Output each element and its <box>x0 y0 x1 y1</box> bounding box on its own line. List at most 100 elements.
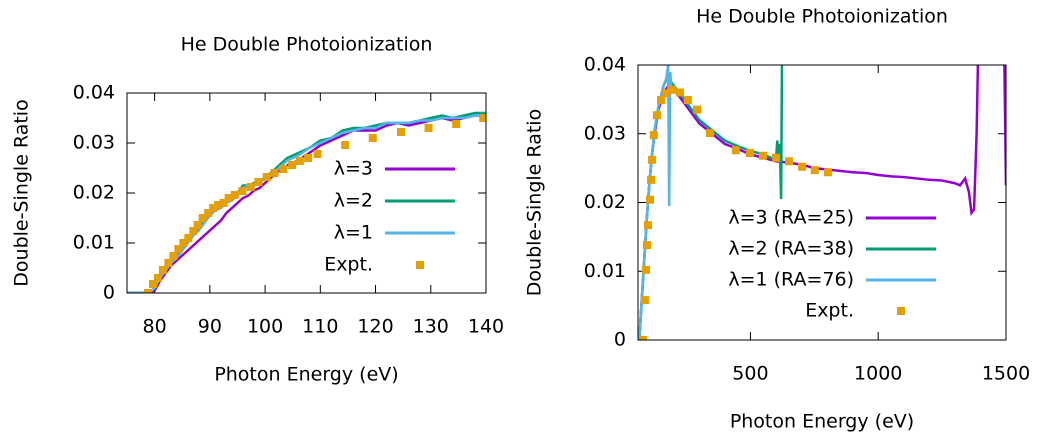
plot-frame <box>126 92 487 294</box>
data-point <box>479 114 486 122</box>
legend-label: λ=3 <box>334 158 373 180</box>
data-point <box>209 204 218 212</box>
data-point <box>823 168 832 177</box>
data-point <box>262 173 271 181</box>
data-point <box>785 157 794 166</box>
data-point <box>652 111 661 120</box>
data-point <box>641 265 650 274</box>
data-point <box>424 124 433 132</box>
data-point <box>174 245 183 253</box>
data-point <box>304 154 313 162</box>
data-point <box>341 141 350 149</box>
series <box>143 114 486 293</box>
data-line <box>127 114 486 293</box>
data-point <box>230 191 239 199</box>
data-point <box>143 289 152 293</box>
data-point <box>798 162 807 171</box>
data-point <box>810 166 819 175</box>
data-point <box>745 149 754 157</box>
x-tick-label: 100 <box>247 316 283 338</box>
chart-title: He Double Photoionization <box>696 6 948 28</box>
x-tick-label: 130 <box>413 316 449 338</box>
data-point <box>169 252 178 260</box>
y-tick-label: 0.03 <box>584 122 626 144</box>
series <box>127 114 486 293</box>
chart-title: He Double Photoionization <box>181 34 433 56</box>
series <box>639 85 832 340</box>
data-point <box>189 227 198 235</box>
legend-label: λ=1 <box>334 222 373 244</box>
x-tick-label: 90 <box>198 316 222 338</box>
data-point <box>270 169 279 177</box>
data-point <box>657 96 665 105</box>
data-point <box>675 88 684 97</box>
data-point <box>648 155 657 164</box>
y-axis-label: Double-Single Ratio <box>11 99 33 286</box>
data-point <box>246 183 255 191</box>
y-tick-label: 0.03 <box>73 132 115 154</box>
data-point <box>706 129 715 138</box>
y-tick-label: 0.01 <box>584 260 626 282</box>
data-point <box>731 146 740 155</box>
legend-marker <box>416 261 424 269</box>
y-tick-label: 0.04 <box>73 82 115 104</box>
data-point <box>662 89 671 98</box>
x-tick-label: 110 <box>302 316 338 338</box>
data-point <box>772 153 780 162</box>
x-tick-label: 140 <box>468 316 504 338</box>
data-point <box>313 150 322 158</box>
x-tick-label: 1000 <box>854 363 902 385</box>
data-point <box>758 151 767 160</box>
data-point <box>667 85 676 94</box>
legend-label: λ=2 <box>334 190 373 212</box>
data-line <box>127 114 486 293</box>
legend-label: Expt. <box>805 300 854 322</box>
data-point <box>646 195 655 204</box>
data-line <box>127 111 486 293</box>
data-point <box>288 161 297 169</box>
data-point <box>193 221 202 229</box>
legend-label: λ=3 (RA=25) <box>728 207 854 229</box>
x-tick-label: 500 <box>732 363 768 385</box>
data-point <box>649 131 658 140</box>
legend-label: Expt. <box>324 254 373 276</box>
y-tick-label: 0.01 <box>73 232 115 254</box>
data-point <box>153 274 162 282</box>
y-tick-label: 0.02 <box>73 182 115 204</box>
legend-label: λ=1 (RA=76) <box>728 269 854 291</box>
data-point <box>642 241 651 250</box>
data-point <box>214 201 223 209</box>
data-point <box>647 175 656 184</box>
data-point <box>164 259 173 267</box>
y-tick-label: 0 <box>614 329 626 351</box>
data-point <box>368 134 377 142</box>
data-point <box>238 187 247 195</box>
data-point <box>693 105 702 114</box>
data-point <box>683 96 692 105</box>
legend-label: λ=2 (RA=38) <box>728 238 854 260</box>
data-point <box>224 194 233 202</box>
data-point <box>158 266 167 274</box>
data-point <box>148 280 157 288</box>
plot-frame <box>637 64 1007 341</box>
data-point <box>643 221 652 230</box>
data-point <box>204 209 213 217</box>
data-point <box>184 234 193 242</box>
y-axis-label: Double-Single Ratio <box>524 109 546 296</box>
data-point <box>639 336 648 340</box>
panel: He Double Photoionization Photon Energy (… <box>524 6 1031 433</box>
data-point <box>295 157 304 165</box>
data-point <box>640 296 649 305</box>
y-tick-label: 0 <box>103 282 115 304</box>
data-point <box>219 199 228 207</box>
x-axis-label: Photon Energy (eV) <box>730 411 914 433</box>
series <box>127 114 486 293</box>
panel: He Double Photoionization Photon Energy (… <box>11 34 505 386</box>
legend-marker <box>897 307 905 315</box>
y-tick-label: 0.04 <box>584 54 626 76</box>
data-point <box>179 239 188 247</box>
series <box>127 111 486 293</box>
data-point <box>198 214 207 222</box>
y-tick-label: 0.02 <box>584 191 626 213</box>
